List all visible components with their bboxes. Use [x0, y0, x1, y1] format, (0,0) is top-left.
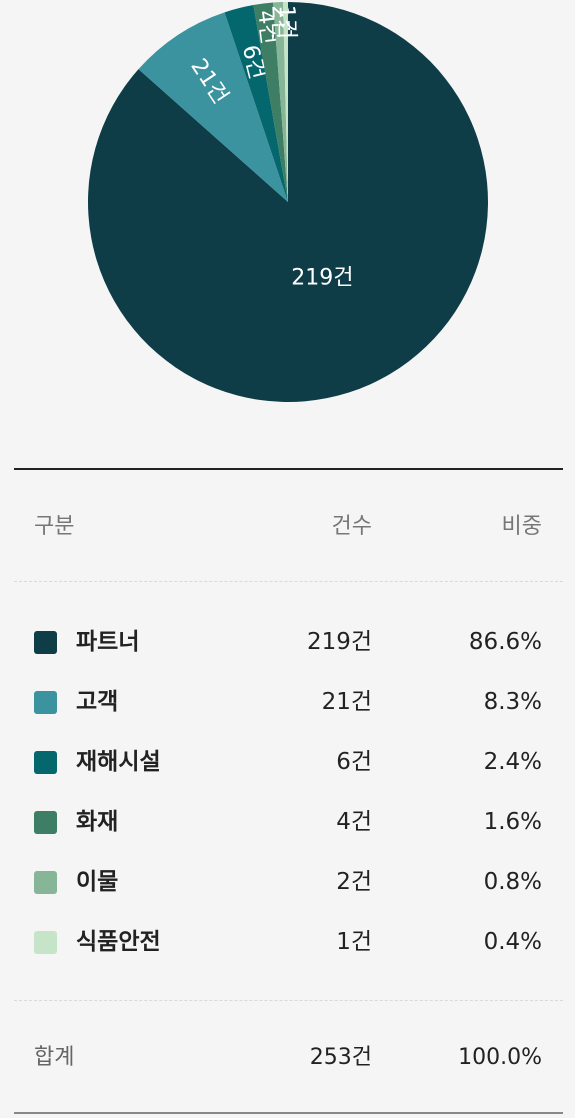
table-row: 이물 2건 0.8% — [0, 864, 575, 900]
legend-swatch — [34, 811, 57, 834]
row-category: 식품안전 — [76, 929, 161, 955]
pie-slice — [273, 2, 288, 202]
slice-label: 219건 — [291, 266, 353, 291]
row-share: 2.4% — [483, 749, 542, 775]
row-share: 1.6% — [483, 809, 542, 835]
total-divider — [14, 1000, 563, 1001]
total-share: 100.0% — [458, 1045, 542, 1070]
pie-slice — [283, 2, 288, 202]
legend-swatch — [34, 751, 57, 774]
row-count: 219건 — [306, 629, 372, 655]
table-row: 파트너 219건 86.6% — [0, 624, 575, 660]
row-count: 4건 — [336, 809, 372, 835]
table-header-row: 구분 건수 비중 — [0, 509, 575, 545]
header-share: 비중 — [501, 514, 542, 539]
total-label: 합계 — [34, 1045, 75, 1070]
legend-swatch — [34, 871, 57, 894]
slice-label: 1건 — [274, 5, 299, 40]
row-category: 이물 — [76, 869, 119, 895]
pie-slice — [224, 5, 288, 202]
header-count: 건수 — [331, 514, 372, 539]
table-row: 식품안전 1건 0.4% — [0, 924, 575, 960]
row-share: 0.8% — [483, 869, 542, 895]
row-share: 86.6% — [468, 629, 542, 655]
legend-swatch — [34, 691, 57, 714]
row-category: 재해시설 — [76, 749, 161, 775]
legend-swatch — [34, 631, 57, 654]
table-row: 화재 4건 1.6% — [0, 804, 575, 840]
row-category: 파트너 — [76, 629, 140, 655]
slice-label: 2건 — [266, 4, 293, 39]
pie-slice — [253, 2, 288, 203]
table-top-rule — [14, 468, 563, 470]
row-share: 8.3% — [483, 689, 542, 715]
legend-swatch — [34, 931, 57, 954]
header-category: 구분 — [34, 514, 75, 539]
row-count: 1건 — [336, 929, 372, 955]
row-category: 화재 — [76, 809, 119, 835]
table-row: 고객 21건 8.3% — [0, 684, 575, 720]
table-total-row: 합계 253건 100.0% — [0, 1040, 575, 1076]
table-row: 재해시설 6건 2.4% — [0, 744, 575, 780]
pie-slice — [138, 12, 288, 202]
row-count: 2건 — [336, 869, 372, 895]
total-count: 253건 — [309, 1045, 372, 1070]
table-bottom-rule — [14, 1112, 563, 1114]
row-count: 6건 — [336, 749, 372, 775]
header-divider — [14, 581, 563, 582]
row-count: 21건 — [321, 689, 372, 715]
row-share: 0.4% — [483, 929, 542, 955]
row-category: 고객 — [76, 689, 119, 715]
